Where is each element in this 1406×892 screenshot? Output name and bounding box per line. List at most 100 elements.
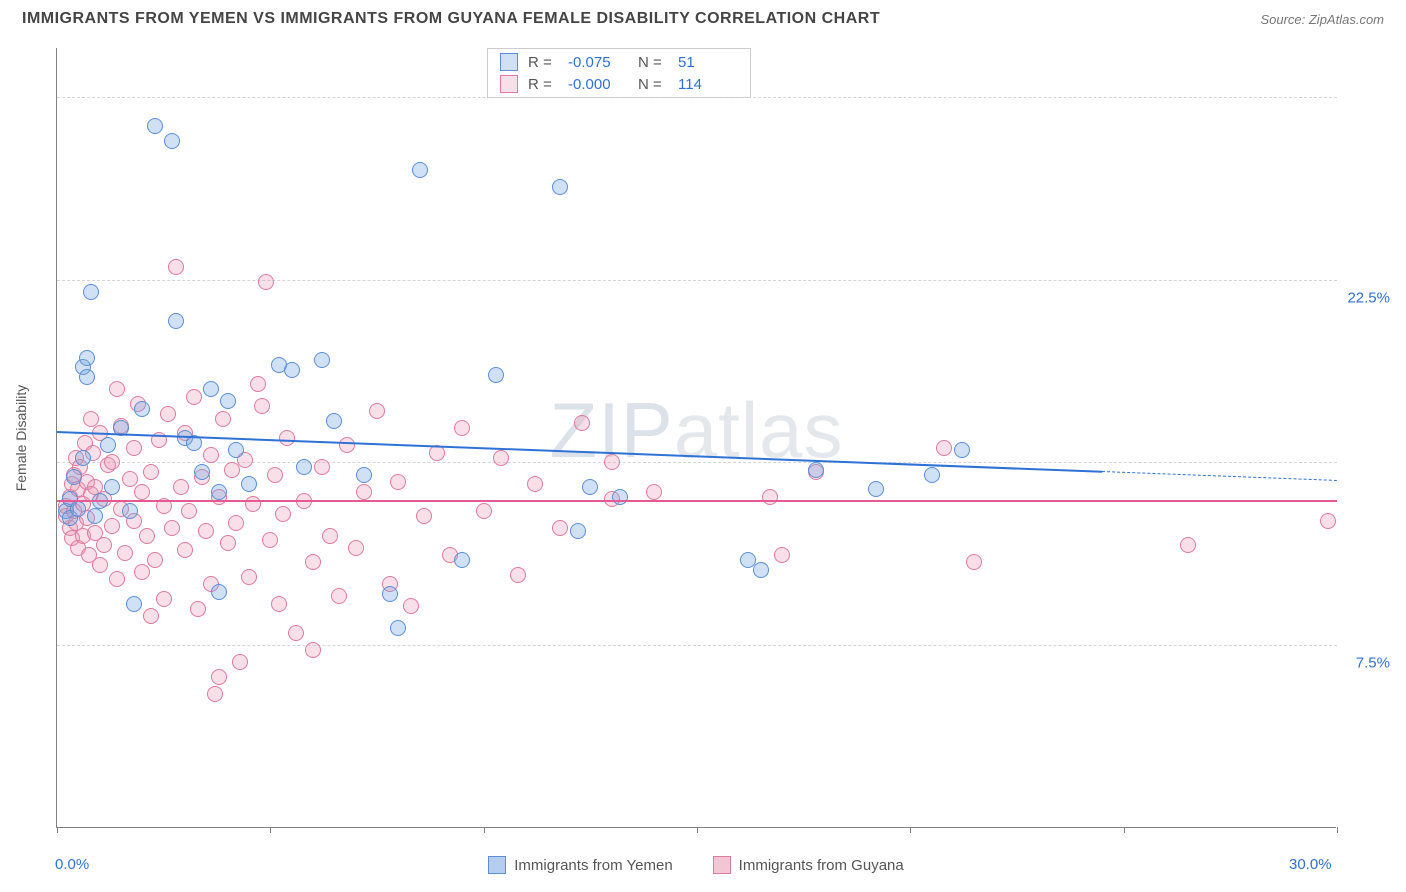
- data-point: [83, 284, 99, 300]
- data-point: [160, 406, 176, 422]
- data-point: [117, 545, 133, 561]
- data-point: [271, 596, 287, 612]
- legend-item-yemen: Immigrants from Yemen: [488, 856, 672, 874]
- data-point: [1180, 537, 1196, 553]
- data-point: [241, 569, 257, 585]
- data-point: [173, 479, 189, 495]
- data-point: [808, 462, 824, 478]
- plot-area: ZIPatlas R = -0.075 N = 51 R = -0.000 N …: [56, 48, 1336, 828]
- trendline: [57, 500, 1337, 502]
- data-point: [326, 413, 342, 429]
- data-point: [66, 469, 82, 485]
- x-tick: [484, 827, 485, 833]
- data-point: [774, 547, 790, 563]
- data-point: [143, 464, 159, 480]
- data-point: [109, 381, 125, 397]
- data-point: [104, 479, 120, 495]
- data-point: [96, 537, 112, 553]
- data-point: [241, 476, 257, 492]
- x-tick: [57, 827, 58, 833]
- data-point: [954, 442, 970, 458]
- data-point: [288, 625, 304, 641]
- data-point: [215, 411, 231, 427]
- stats-row-guyana: R = -0.000 N = 114: [488, 73, 750, 95]
- data-point: [134, 484, 150, 500]
- page-title: IMMIGRANTS FROM YEMEN VS IMMIGRANTS FROM…: [22, 10, 880, 28]
- data-point: [510, 567, 526, 583]
- data-point: [403, 598, 419, 614]
- trendline-extrapolated: [1102, 471, 1337, 481]
- data-point: [181, 503, 197, 519]
- n-label: N =: [638, 54, 668, 71]
- data-point: [604, 454, 620, 470]
- data-point: [305, 554, 321, 570]
- header: IMMIGRANTS FROM YEMEN VS IMMIGRANTS FROM…: [0, 0, 1406, 34]
- data-point: [356, 467, 372, 483]
- data-point: [924, 467, 940, 483]
- data-point: [190, 601, 206, 617]
- data-point: [382, 586, 398, 602]
- data-point: [228, 515, 244, 531]
- data-point: [228, 442, 244, 458]
- legend-swatch-guyana: [713, 856, 731, 874]
- data-point: [92, 557, 108, 573]
- data-point: [314, 352, 330, 368]
- data-point: [232, 654, 248, 670]
- legend-label-yemen: Immigrants from Yemen: [514, 857, 672, 874]
- data-point: [476, 503, 492, 519]
- stats-row-yemen: R = -0.075 N = 51: [488, 51, 750, 73]
- data-point: [369, 403, 385, 419]
- n-label: N =: [638, 76, 668, 93]
- data-point: [168, 259, 184, 275]
- data-point: [139, 528, 155, 544]
- data-point: [87, 508, 103, 524]
- data-point: [126, 596, 142, 612]
- data-point: [305, 642, 321, 658]
- data-point: [753, 562, 769, 578]
- data-point: [646, 484, 662, 500]
- data-point: [527, 476, 543, 492]
- data-point: [493, 450, 509, 466]
- source-attribution: Source: ZipAtlas.com: [1260, 12, 1384, 27]
- data-point: [254, 398, 270, 414]
- data-point: [275, 506, 291, 522]
- data-point: [126, 440, 142, 456]
- data-point: [339, 437, 355, 453]
- data-point: [936, 440, 952, 456]
- data-point: [250, 376, 266, 392]
- data-point: [211, 669, 227, 685]
- data-point: [134, 401, 150, 417]
- x-tick: [910, 827, 911, 833]
- data-point: [104, 454, 120, 470]
- data-point: [100, 437, 116, 453]
- data-point: [75, 450, 91, 466]
- data-point: [164, 520, 180, 536]
- data-point: [262, 532, 278, 548]
- legend-swatch-yemen: [488, 856, 506, 874]
- swatch-yemen: [500, 53, 518, 71]
- data-point: [488, 367, 504, 383]
- swatch-guyana: [500, 75, 518, 93]
- gridline: [57, 97, 1337, 98]
- data-point: [156, 591, 172, 607]
- data-point: [740, 552, 756, 568]
- correlation-chart: ZIPatlas R = -0.075 N = 51 R = -0.000 N …: [56, 48, 1392, 828]
- series-legend: Immigrants from Yemen Immigrants from Gu…: [56, 856, 1336, 874]
- data-point: [258, 274, 274, 290]
- data-point: [122, 471, 138, 487]
- data-point: [83, 411, 99, 427]
- r-label: R =: [528, 76, 558, 93]
- data-point: [147, 118, 163, 134]
- data-point: [454, 420, 470, 436]
- data-point: [356, 484, 372, 500]
- r-value-yemen: -0.075: [568, 54, 628, 71]
- data-point: [109, 571, 125, 587]
- data-point: [296, 459, 312, 475]
- data-point: [574, 415, 590, 431]
- data-point: [245, 496, 261, 512]
- data-point: [147, 552, 163, 568]
- legend-item-guyana: Immigrants from Guyana: [713, 856, 904, 874]
- data-point: [186, 389, 202, 405]
- data-point: [966, 554, 982, 570]
- data-point: [207, 686, 223, 702]
